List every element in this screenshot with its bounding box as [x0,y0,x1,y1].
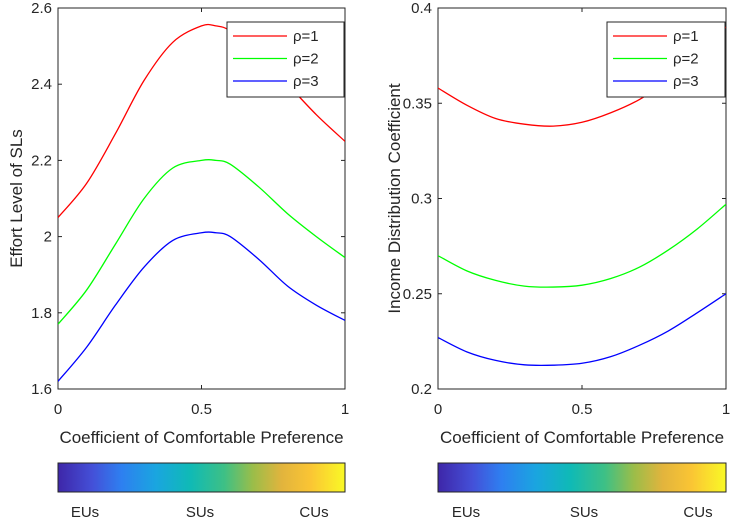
x-tick-label: 1 [341,401,349,418]
legend: ρ=1 ρ=2 ρ=3 [226,21,345,98]
colorbar-label-3: CUs [683,504,712,521]
legend-entry-1: ρ=1 [293,28,319,45]
legend-box [606,21,726,98]
legend-entry-3: ρ=3 [673,73,699,90]
series-line-2 [58,159,345,325]
y-tick-label: 0.4 [411,0,432,17]
series-line-3 [58,231,345,382]
y-axis-label: Effort Level of SLs [7,129,26,268]
legend-box [226,21,345,98]
colorbar-label-3: CUs [299,504,328,521]
y-tick-label: 1.8 [31,305,52,322]
colorbar-gradient [57,462,346,493]
x-tick-label: 0 [54,401,62,418]
y-tick-label: 2.6 [31,0,52,17]
x-axis-label: Coefficient of Comfortable Preference [59,428,343,447]
y-tick-label: 1.6 [31,381,52,398]
x-tick-label: 0.5 [572,401,593,418]
legend-entry-2: ρ=2 [293,51,319,68]
x-tick-label: 0.5 [191,401,212,418]
colorbar: EUs SUs CUs [57,462,346,521]
chart-panel-1: 1.6 1.8 2 2.2 2.4 2.6 0 0.5 1 Coefficient of Comf… [7,0,349,521]
x-tick-label: 0 [434,401,442,418]
x-axis-label: Coefficient of Comfortable Preference [440,428,724,447]
colorbar-label-1: EUs [71,504,99,521]
colorbar: EUs SUs CUs [437,462,727,521]
x-tick-label: 1 [722,401,730,418]
colorbar-gradient [437,462,727,493]
chart-panel-2: 0.2 0.25 0.3 0.35 0.4 0 0.5 1 Coefficient of Com… [385,0,730,521]
legend: ρ=1 ρ=2 ρ=3 [606,21,726,98]
series-line-2 [438,203,726,288]
y-axis-label: Income Distribution Coefficient [385,83,404,314]
legend-entry-1: ρ=1 [673,28,699,45]
legend-entry-3: ρ=3 [293,73,319,90]
colorbar-label-2: SUs [570,504,598,521]
y-tick-label: 0.2 [411,381,432,398]
y-tick-label: 0.35 [403,95,432,112]
y-tick-label: 2.4 [31,76,52,93]
y-tick-label: 0.3 [411,191,432,208]
y-tick-label: 0.25 [403,286,432,303]
colorbar-label-1: EUs [452,504,480,521]
legend-entry-2: ρ=2 [673,51,699,68]
colorbar-label-2: SUs [186,504,214,521]
series-line-3 [438,293,726,367]
y-tick-label: 2.2 [31,152,52,169]
y-tick-label: 2 [44,229,52,246]
